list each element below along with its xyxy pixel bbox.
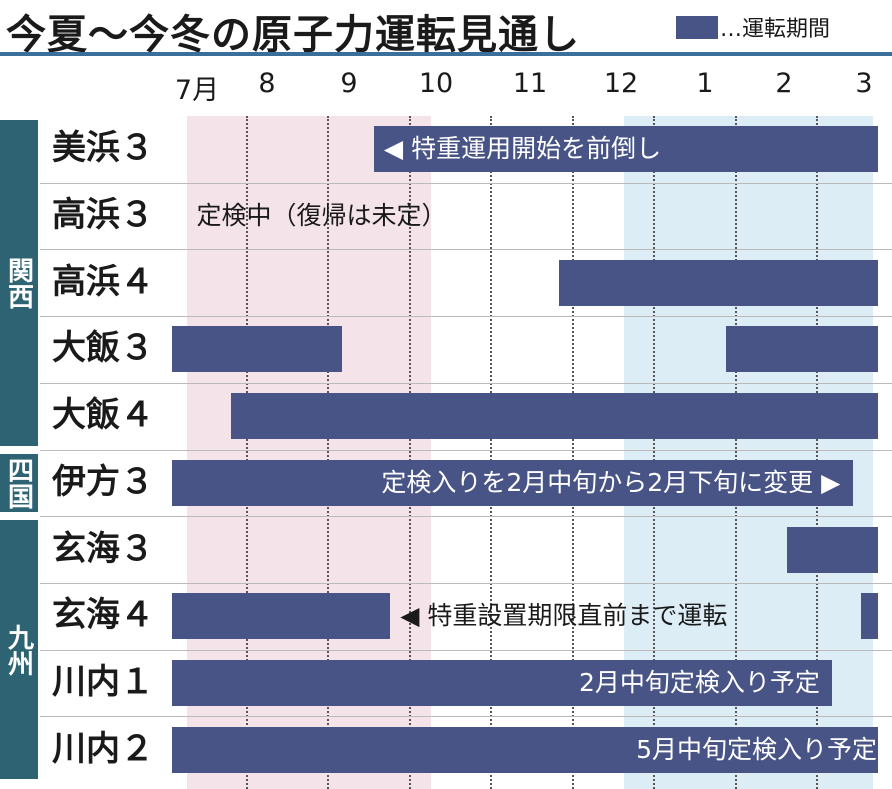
month-gridline — [327, 116, 329, 789]
reactor-name: 美浜３ — [52, 128, 154, 169]
operation-bar — [172, 593, 390, 640]
row-separator — [40, 716, 892, 718]
operation-bar — [172, 726, 878, 773]
reactor-name: 玄海３ — [52, 528, 154, 569]
reactor-name: 大飯４ — [52, 395, 154, 436]
month-gridline — [245, 116, 248, 789]
month-gridline — [653, 116, 655, 789]
month-label: 8 — [258, 68, 276, 99]
region-label-0: 関西 — [0, 120, 38, 446]
legend: …運転期間 — [676, 11, 830, 43]
month-label: 3 — [855, 68, 873, 99]
month-gridline — [490, 116, 492, 789]
month-label: 10 — [418, 68, 454, 99]
month-label: 7月 — [174, 75, 220, 106]
month-gridline — [734, 116, 737, 789]
month-label: 12 — [603, 68, 639, 99]
reactor-name: 玄海４ — [52, 595, 154, 636]
operation-bar — [860, 593, 878, 640]
operation-bar — [374, 126, 878, 173]
annotation: 5月中旬定検入り予定 — [636, 734, 877, 764]
row-separator — [40, 649, 892, 651]
operation-bar — [559, 259, 878, 306]
month-gridline — [816, 116, 818, 789]
title-rule — [0, 52, 892, 56]
row-separator — [40, 182, 892, 184]
chart-title: 今夏〜今冬の原子力運転見通し — [6, 12, 580, 58]
reactor-name: 高浜３ — [52, 195, 154, 236]
annotation: 定検中（復帰は未定） — [196, 201, 447, 231]
reactor-name: 川内１ — [52, 661, 154, 702]
legend-label: …運転期間 — [720, 17, 831, 42]
row-separator — [40, 516, 892, 518]
annotation: 2月中旬定検入り予定 — [579, 667, 820, 697]
month-label: 2 — [775, 68, 793, 99]
row-separator — [40, 582, 892, 584]
row-separator — [40, 449, 892, 451]
region-name: 関西 — [3, 256, 34, 309]
row-separator — [40, 249, 892, 251]
annotation: ◀ 特重設置期限直前まで運転 — [400, 601, 728, 631]
month-label: 1 — [696, 68, 714, 99]
operation-bar — [172, 459, 853, 506]
month-label: 11 — [512, 68, 548, 99]
region-label-1: 四国 — [0, 453, 38, 513]
month-gridline — [571, 116, 574, 789]
operation-bar — [172, 326, 342, 373]
reactor-name: 大飯３ — [52, 328, 154, 369]
reactor-name: 伊方３ — [52, 461, 154, 502]
operation-bar — [726, 326, 878, 373]
reactor-name: 高浜４ — [52, 261, 154, 302]
row-separator — [40, 382, 892, 384]
reactor-name: 川内２ — [52, 728, 154, 769]
row-separator — [40, 316, 892, 318]
legend-swatch — [676, 15, 718, 39]
operation-bar — [172, 659, 833, 706]
annotation: 定検入りを2月中旬から2月下旬に変更 ▶ — [381, 467, 841, 497]
operation-bar — [787, 526, 878, 573]
annotation: ◀ 特重運用開始を前倒し — [383, 134, 662, 164]
month-label: 9 — [340, 68, 358, 99]
month-gridline — [408, 116, 411, 789]
operation-bar — [230, 393, 878, 440]
region-label-2: 九州 — [0, 520, 38, 779]
region-name: 四国 — [3, 456, 34, 509]
region-name: 九州 — [3, 623, 34, 676]
